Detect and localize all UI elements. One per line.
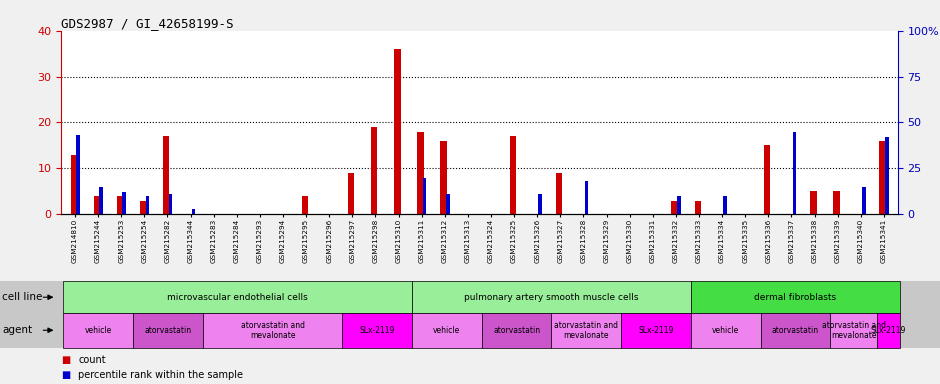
Text: percentile rank within the sample: percentile rank within the sample xyxy=(78,370,243,380)
Text: vehicle: vehicle xyxy=(85,326,112,335)
Bar xyxy=(423,177,427,214)
Bar xyxy=(100,187,102,214)
Bar xyxy=(348,173,354,214)
Bar xyxy=(446,194,449,214)
Bar xyxy=(146,196,149,214)
Bar xyxy=(671,200,678,214)
Bar xyxy=(76,135,80,214)
Text: atorvastatin and
mevalonate: atorvastatin and mevalonate xyxy=(822,321,885,340)
Bar xyxy=(695,200,701,214)
Bar xyxy=(885,137,888,214)
Text: ■: ■ xyxy=(61,355,70,365)
Bar xyxy=(792,132,796,214)
Text: GDS2987 / GI_42658199-S: GDS2987 / GI_42658199-S xyxy=(61,17,234,30)
Bar xyxy=(440,141,446,214)
Bar xyxy=(70,155,77,214)
Text: SLx-2119: SLx-2119 xyxy=(870,326,906,335)
Text: SLx-2119: SLx-2119 xyxy=(638,326,674,335)
Bar xyxy=(163,136,169,214)
Bar xyxy=(417,132,424,214)
Bar xyxy=(509,136,516,214)
Bar xyxy=(371,127,378,214)
Text: microvascular endothelial cells: microvascular endothelial cells xyxy=(167,293,308,302)
Bar xyxy=(394,49,400,214)
Text: ■: ■ xyxy=(61,370,70,380)
Bar xyxy=(862,187,866,214)
Bar xyxy=(168,194,172,214)
Text: agent: agent xyxy=(2,325,32,335)
Bar xyxy=(539,194,542,214)
Bar xyxy=(556,173,562,214)
Bar xyxy=(723,196,727,214)
Text: atorvastatin: atorvastatin xyxy=(493,326,540,335)
Text: SLx-2119: SLx-2119 xyxy=(359,326,395,335)
Bar xyxy=(140,200,147,214)
Text: atorvastatin and
mevalonate: atorvastatin and mevalonate xyxy=(555,321,619,340)
Text: atorvastatin: atorvastatin xyxy=(145,326,192,335)
Bar xyxy=(677,196,681,214)
Text: vehicle: vehicle xyxy=(713,326,740,335)
Bar xyxy=(117,196,123,214)
Bar xyxy=(880,141,885,214)
Bar xyxy=(94,196,101,214)
Bar xyxy=(833,191,839,214)
Bar xyxy=(764,146,771,214)
Text: atorvastatin: atorvastatin xyxy=(772,326,819,335)
Bar xyxy=(122,192,126,214)
Text: dermal fibroblasts: dermal fibroblasts xyxy=(755,293,837,302)
Text: cell line: cell line xyxy=(2,292,42,302)
Bar xyxy=(810,191,817,214)
Text: pulmonary artery smooth muscle cells: pulmonary artery smooth muscle cells xyxy=(464,293,638,302)
Bar xyxy=(302,196,308,214)
Text: count: count xyxy=(78,355,105,365)
Bar xyxy=(192,209,196,214)
Text: atorvastatin and
mevalonate: atorvastatin and mevalonate xyxy=(241,321,305,340)
Bar xyxy=(585,181,588,214)
Text: vehicle: vehicle xyxy=(433,326,461,335)
